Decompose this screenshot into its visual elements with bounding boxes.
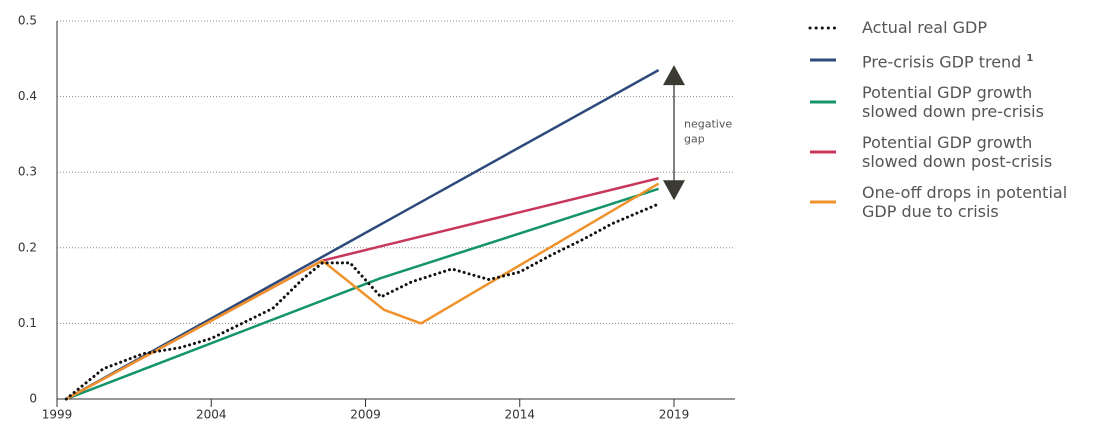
legend-entry: Actual real GDP bbox=[808, 18, 1098, 37]
legend-text: Potential GDP growth slowed down post-cr… bbox=[862, 133, 1053, 172]
annotation-line: negative bbox=[684, 118, 732, 131]
legend-entry: Potential GDP growth slowed down post-cr… bbox=[808, 133, 1098, 171]
legend: Actual real GDP Pre-crisis GDP trend 1 Pot… bbox=[808, 18, 1098, 233]
series-line bbox=[65, 69, 660, 401]
legend-text: Actual real GDP bbox=[862, 18, 987, 37]
legend-entry: Pre-crisis GDP trend 1 bbox=[808, 49, 1098, 71]
series-line bbox=[65, 182, 660, 401]
legend-text: Potential GDP growth slowed down pre-cri… bbox=[862, 83, 1044, 122]
series-line bbox=[65, 187, 659, 401]
x-tick-label: 2004 bbox=[196, 408, 227, 422]
y-tick-label: 0.5 bbox=[18, 14, 37, 28]
x-tick-label: 1999 bbox=[42, 408, 73, 422]
legend-swatch bbox=[810, 58, 836, 62]
legend-label: Pre-crisis GDP trend 1 bbox=[862, 49, 1092, 71]
legend-entry: Potential GDP growth slowed down pre-cri… bbox=[808, 83, 1098, 121]
legend-swatch bbox=[808, 26, 838, 29]
legend-swatch bbox=[810, 150, 836, 154]
x-tick-label: 2019 bbox=[659, 408, 690, 422]
series-line bbox=[64, 202, 661, 401]
legend-text: Pre-crisis GDP trend bbox=[862, 52, 1022, 72]
legend-label: Potential GDP growth slowed down pre-cri… bbox=[862, 83, 1092, 121]
annotation: negative gap bbox=[684, 118, 732, 146]
legend-label: One-off drops in potential GDP due to cr… bbox=[862, 183, 1092, 221]
y-tick-label: 0.1 bbox=[18, 316, 37, 330]
chart: 0 0.1 0.2 0.3 0.4 0.5 1999 2004 2009 2014 2019 nega… bbox=[18, 14, 735, 422]
x-tick-label: 2014 bbox=[504, 408, 535, 422]
gap-arrow-head bbox=[663, 180, 685, 201]
footnote-marker: 1 bbox=[1026, 53, 1034, 64]
y-tick-label: 0.3 bbox=[18, 165, 37, 179]
legend-label: Actual real GDP bbox=[862, 18, 1092, 37]
y-tick-label: 0 bbox=[29, 392, 37, 406]
y-tick-label: 0.4 bbox=[18, 89, 37, 103]
legend-swatch bbox=[810, 100, 836, 104]
legend-swatch bbox=[810, 200, 836, 204]
legend-label: Potential GDP growth slowed down post-cr… bbox=[862, 133, 1092, 171]
y-tick-label: 0.2 bbox=[18, 240, 37, 254]
annotation-line: gap bbox=[684, 133, 705, 146]
legend-text: One-off drops in potential GDP due to cr… bbox=[862, 183, 1068, 222]
legend-entry: One-off drops in potential GDP due to cr… bbox=[808, 183, 1098, 221]
gap-arrow-head bbox=[663, 65, 685, 86]
x-tick-label: 2009 bbox=[350, 408, 381, 422]
